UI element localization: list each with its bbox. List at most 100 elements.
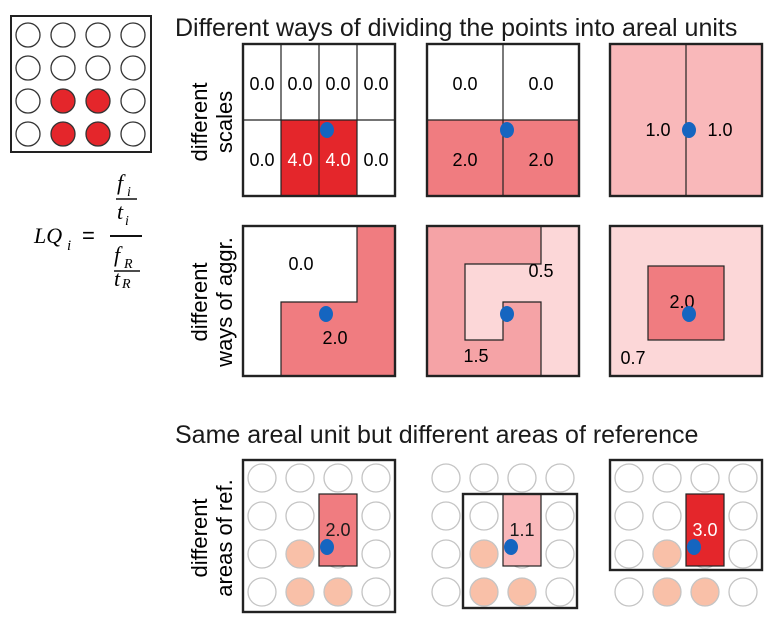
reference-focal-point [320, 539, 334, 555]
scale-a-value-t3: 0.0 [325, 74, 350, 94]
aggr-e-boundary [464, 226, 542, 376]
reference-point-empty [285, 463, 315, 493]
aggr-d-region [281, 226, 395, 376]
reference-point-empty [652, 501, 682, 531]
aggr-e-frame [425, 224, 581, 378]
aggr-d-boundary [280, 226, 358, 376]
reference-panel-2: 1.1 [431, 463, 579, 610]
pattern-point-empty [120, 88, 146, 114]
top-title: Different ways of dividing the points in… [175, 14, 737, 42]
pattern-point-empty [120, 22, 146, 48]
reference-point-empty [652, 463, 682, 493]
pattern-point-empty [85, 22, 111, 48]
reference-panels: 2.0 1.1 3.0 [241, 458, 764, 614]
reference-point-empty [361, 539, 391, 569]
reference-point-occupied [285, 577, 315, 607]
aggr-panel-l-shape: 0.0 2.0 [241, 224, 397, 378]
reference-point-empty [361, 577, 391, 607]
scale-c-value-right: 1.0 [707, 120, 732, 140]
reference-point-empty [545, 501, 575, 531]
formula-f-i: f [117, 170, 126, 195]
row-label-scales: different scales [187, 82, 237, 161]
scale-panel-two-by-two: 0.0 0.0 2.0 2.0 [425, 42, 581, 198]
scale-a-value-b3: 4.0 [325, 150, 350, 170]
row-label-reference: different areas of ref. [187, 479, 237, 596]
aggr-d-value-bottom: 2.0 [322, 328, 347, 348]
reference-point-empty [361, 501, 391, 531]
reference-point-empty [323, 463, 353, 493]
reference-point-occupied [285, 539, 315, 569]
reference-point-empty [247, 463, 277, 493]
scale-c-frame [608, 42, 764, 198]
pattern-point-empty [85, 55, 111, 81]
formula-equals: = [82, 223, 95, 248]
scale-b-frame [425, 42, 581, 198]
row-label-aggregation-line2: ways of aggr. [212, 237, 237, 368]
scale-panel-two-columns: 1.0 1.0 [608, 42, 764, 198]
scale-b-value-tr: 0.0 [528, 74, 553, 94]
scale-c-focal-point [682, 122, 696, 138]
scale-a-value-t4: 0.0 [363, 74, 388, 94]
reference-focal-point [504, 539, 518, 555]
aggr-f-focal-point [682, 306, 696, 322]
reference-point-empty [728, 463, 758, 493]
row-label-reference-line1: different [187, 498, 212, 577]
aggr-e-right-region [465, 226, 579, 376]
reference-point-empty [431, 577, 461, 607]
reference-point-empty [545, 463, 575, 493]
pattern-point-highlighted [85, 121, 111, 147]
reference-panel-3: 3.0 [608, 458, 764, 607]
scale-a-value-t1: 0.0 [249, 74, 274, 94]
row-label-reference-line2: areas of ref. [212, 479, 237, 596]
row-label-aggregation-line1: different [187, 262, 212, 341]
aggr-e-value-right: 0.5 [528, 261, 553, 281]
scale-a-value-t2: 0.0 [287, 74, 312, 94]
formula-t-r-sub: R [121, 277, 131, 292]
reference-point-occupied [323, 577, 353, 607]
reference-point-empty [728, 539, 758, 569]
pattern-point-empty [15, 55, 41, 81]
reference-point-empty [545, 539, 575, 569]
reference-point-occupied [507, 577, 537, 607]
formula-t-i-sub: i [125, 214, 129, 229]
aggr-d-frame [241, 224, 397, 378]
formula-f-r: f [114, 242, 123, 267]
scale-a-frame [241, 42, 397, 198]
reference-point-empty [614, 463, 644, 493]
aggr-d-value-top: 0.0 [288, 254, 313, 274]
reference-point-empty [614, 501, 644, 531]
scale-b-value-tl: 0.0 [452, 74, 477, 94]
reference-area-frame [608, 458, 764, 572]
formula-f-r-sub: R [123, 257, 133, 272]
scale-a-value-b4: 0.0 [363, 150, 388, 170]
pattern-point-empty [120, 121, 146, 147]
pattern-circles [15, 22, 146, 147]
aggr-panel-s-shape: 0.5 1.5 [425, 224, 581, 378]
aggr-panel-center-square: 2.0 0.7 [608, 224, 764, 378]
row-label-scales-line2: scales [212, 91, 237, 153]
reference-point-empty [728, 577, 758, 607]
reference-point-empty [545, 577, 575, 607]
reference-value-label: 1.1 [509, 520, 534, 540]
scale-b-value-br: 2.0 [528, 150, 553, 170]
reference-point-empty [431, 501, 461, 531]
reference-point-empty [690, 463, 720, 493]
scale-c-value-left: 1.0 [645, 120, 670, 140]
reference-area-frame [461, 492, 579, 610]
reference-focal-point [687, 539, 701, 555]
reference-point-occupied [469, 539, 499, 569]
scale-a-focal-point [320, 122, 334, 138]
pattern-point-highlighted [85, 88, 111, 114]
scale-a-value-b2: 4.0 [287, 150, 312, 170]
scale-panel-four-by-two: 0.0 0.0 0.0 0.0 0.0 4.0 4.0 0.0 [241, 42, 397, 198]
reference-point-empty [728, 501, 758, 531]
reference-point-empty [247, 501, 277, 531]
row-label-scales-line1: different [187, 82, 212, 161]
row-label-aggregation: different ways of aggr. [187, 237, 237, 368]
formula-t-r: t [114, 266, 121, 291]
reference-point-empty [247, 539, 277, 569]
pattern-point-empty [120, 55, 146, 81]
reference-point-empty [469, 463, 499, 493]
pattern-point-empty [15, 88, 41, 114]
reference-value-label: 3.0 [692, 520, 717, 540]
